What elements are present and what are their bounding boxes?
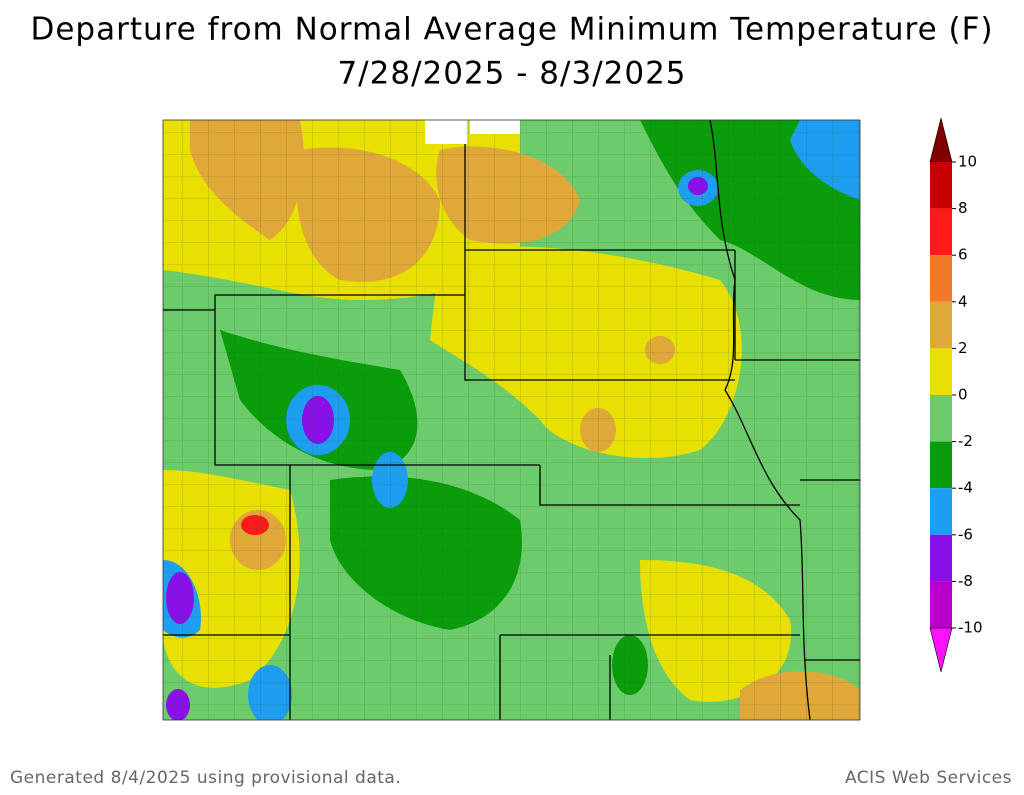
colorbar-tick-label: 8 xyxy=(958,199,968,217)
subtitle: 7/28/2025 - 8/3/2025 xyxy=(337,56,686,92)
colorbar-tick-label: 0 xyxy=(958,386,968,404)
colorbar-segment xyxy=(930,208,952,256)
colorbar-tick-label: -4 xyxy=(958,479,973,497)
colorbar-tick-label: 4 xyxy=(958,292,968,310)
footer-credit: ACIS Web Services xyxy=(845,768,1012,788)
colorbar-segment xyxy=(930,348,952,395)
colorbar-segment xyxy=(930,488,952,535)
colorbar-tick-label: 2 xyxy=(958,339,968,357)
map xyxy=(163,120,860,720)
colorbar-under xyxy=(929,627,953,673)
colorbar-tick-label: 10 xyxy=(958,153,977,171)
colorbar-tick-label: -6 xyxy=(958,525,973,543)
colorbar-tick-label: -2 xyxy=(958,432,973,450)
colorbar-segment xyxy=(930,162,952,209)
colorbar-segment xyxy=(930,301,952,349)
colorbar-segment xyxy=(930,441,952,489)
colorbar-segment xyxy=(930,581,952,628)
colorbar-segment xyxy=(930,534,952,582)
colorbar-tick-label: -8 xyxy=(958,572,973,590)
footer-note: Generated 8/4/2025 using provisional dat… xyxy=(10,768,401,788)
colorbar-tick-label: 6 xyxy=(958,246,968,264)
colorbar-over xyxy=(929,117,953,163)
colorbar-tick-label: -10 xyxy=(958,619,983,637)
colorbar-segment xyxy=(930,255,952,302)
colorbar-segment xyxy=(930,395,952,442)
title: Departure from Normal Average Minimum Te… xyxy=(30,12,993,48)
colorbar: 10 8 6 4 2 0 -2 -4 -6 -8 -10 xyxy=(929,117,983,673)
